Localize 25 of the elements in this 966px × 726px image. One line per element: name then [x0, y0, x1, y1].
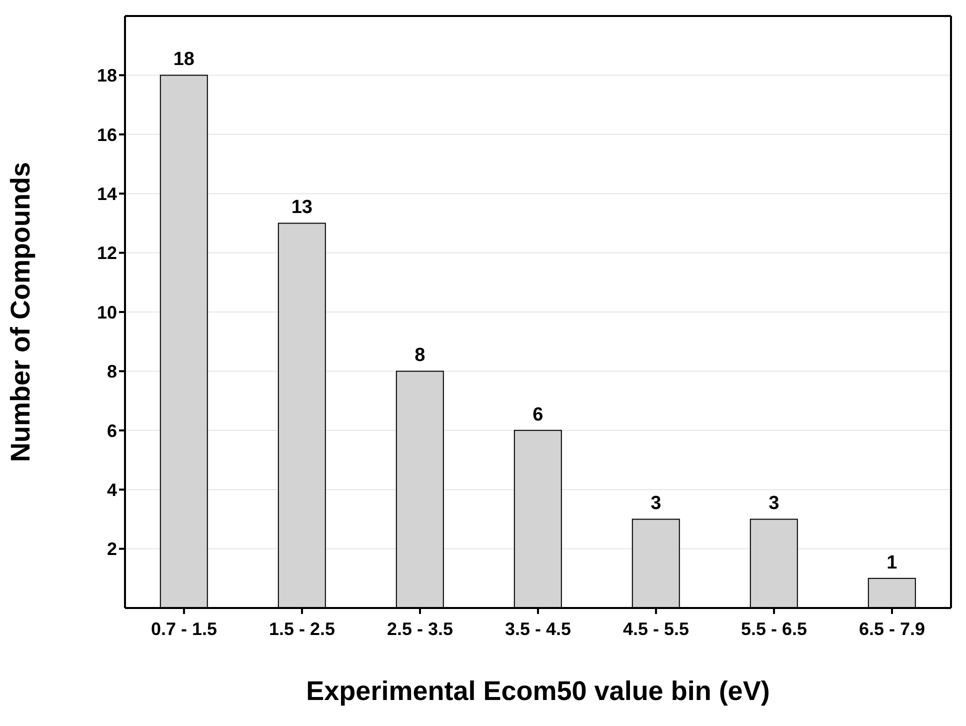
data-label: 3 — [768, 493, 780, 514]
x-tick-label: 4.5 - 5.5 — [622, 618, 690, 639]
x-axis-title: Experimental Ecom50 value bin (eV) — [306, 676, 770, 706]
y-tick-label: 16 — [96, 124, 117, 145]
y-axis-title: Number of Compounds — [6, 162, 36, 462]
x-tick-label: 5.5 - 6.5 — [740, 618, 808, 639]
y-tick-label: 18 — [96, 66, 117, 86]
y-tick-label: 10 — [96, 302, 117, 322]
data-label: 6 — [532, 404, 544, 426]
x-tick-label: 3.5 - 4.5 — [504, 618, 572, 639]
data-label: 18 — [173, 49, 194, 70]
x-tick-label: 6.5 - 7.9 — [858, 618, 926, 639]
y-tick-label: 4 — [106, 480, 117, 500]
data-label: 3 — [650, 493, 662, 514]
data-label: 8 — [414, 345, 426, 366]
x-tick-label: 2.5 - 3.5 — [386, 618, 454, 639]
data-label: 1 — [886, 552, 898, 574]
y-tick-label: 6 — [106, 420, 117, 441]
y-tick-label: 2 — [106, 539, 117, 560]
y-tick-label: 14 — [96, 184, 117, 204]
y-tick-label: 12 — [96, 243, 117, 264]
y-tick-label: 8 — [106, 362, 117, 382]
x-tick-label: 1.5 - 2.5 — [268, 618, 336, 639]
x-tick-label: 0.7 - 1.5 — [150, 618, 218, 639]
data-label: 13 — [291, 197, 312, 218]
